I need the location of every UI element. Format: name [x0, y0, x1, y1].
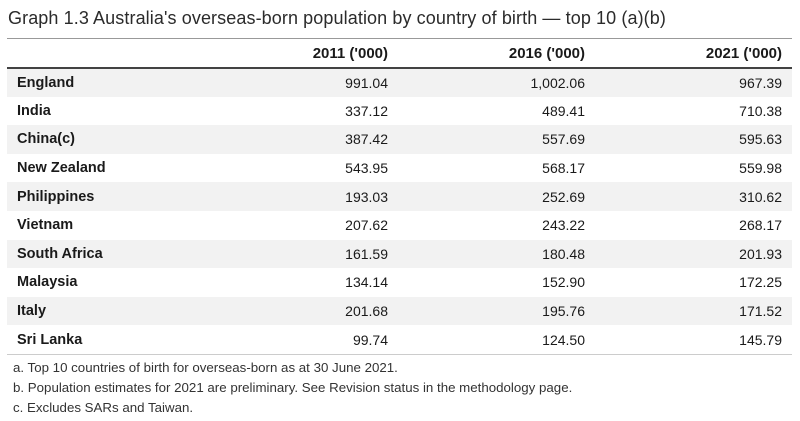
value-2021: 201.93 — [739, 245, 782, 262]
table-row: Philippines 193.03 252.69 310.62 — [7, 182, 792, 211]
value-2016: 1,002.06 — [530, 74, 586, 91]
country-cell: Philippines — [17, 188, 95, 205]
footnote-b: b. Population estimates for 2021 are pre… — [13, 379, 573, 395]
footnote-c: c. Excludes SARs and Taiwan. — [13, 399, 194, 415]
value-2011: 99.74 — [352, 331, 388, 348]
value-2021: 310.62 — [739, 188, 782, 205]
country-cell: Vietnam — [17, 217, 74, 234]
country-column-header — [7, 39, 201, 69]
header-row: 2011 ('000) 2016 ('000) 2021 ('000) — [7, 39, 792, 69]
value-2011: 201.68 — [345, 303, 388, 320]
value-2011: 337.12 — [345, 102, 388, 119]
country-cell: India — [17, 102, 51, 119]
column-header-2016: 2016 ('000) — [398, 39, 595, 69]
country-cell: Italy — [17, 303, 47, 320]
page-title: Graph 1.3 Australia's overseas-born popu… — [7, 0, 792, 39]
value-2011: 161.59 — [345, 245, 388, 262]
table-row: Vietnam 207.62 243.22 268.17 — [7, 211, 792, 240]
table-row: England 991.04 1,002.06 967.39 — [7, 68, 792, 97]
value-2016: 124.50 — [542, 331, 585, 348]
table-row: China(c) 387.42 557.69 595.63 — [7, 125, 792, 154]
value-2021: 172.25 — [739, 274, 782, 291]
value-2021: 145.79 — [739, 331, 782, 348]
value-2016: 180.48 — [542, 245, 585, 262]
table-row: New Zealand 543.95 568.17 559.98 — [7, 154, 792, 183]
column-header-2011: 2011 ('000) — [201, 39, 398, 69]
footnote-a: a. Top 10 countries of birth for oversea… — [13, 359, 398, 375]
value-2016: 557.69 — [542, 131, 585, 148]
value-2021: 967.39 — [739, 74, 782, 91]
population-table: 2011 ('000) 2016 ('000) 2021 ('000) Engl… — [7, 39, 792, 354]
table-row: South Africa 161.59 180.48 201.93 — [7, 239, 792, 269]
value-2011: 387.42 — [345, 131, 388, 148]
value-2011: 207.62 — [345, 217, 388, 234]
value-2016: 568.17 — [542, 160, 585, 177]
value-2021: 268.17 — [739, 217, 782, 234]
table-row: India 337.12 489.41 710.38 — [7, 97, 792, 126]
table-row: Italy 201.68 195.76 171.52 — [7, 296, 792, 326]
value-2016: 489.41 — [542, 102, 585, 119]
country-cell: New Zealand — [17, 160, 106, 177]
value-2016: 195.76 — [542, 303, 585, 320]
value-2016: 152.90 — [542, 274, 585, 291]
country-cell: Malaysia — [17, 274, 78, 291]
value-2016: 252.69 — [542, 188, 585, 205]
value-2011: 193.03 — [345, 188, 388, 205]
table-row: Malaysia 134.14 152.90 172.25 — [7, 268, 792, 297]
table-header: 2011 ('000) 2016 ('000) 2021 ('000) — [7, 39, 792, 69]
country-cell: Sri Lanka — [17, 331, 83, 348]
value-2011: 991.04 — [345, 74, 388, 91]
value-2011: 134.14 — [345, 274, 388, 291]
value-2021: 710.38 — [739, 102, 782, 119]
column-header-2021: 2021 ('000) — [595, 39, 792, 69]
country-cell: South Africa — [17, 245, 103, 262]
country-cell: China(c) — [17, 131, 75, 148]
value-2021: 559.98 — [739, 160, 782, 177]
country-cell: England — [17, 74, 75, 91]
footnotes: a. Top 10 countries of birth for oversea… — [7, 353, 792, 418]
value-2021: 171.52 — [739, 303, 782, 320]
value-2016: 243.22 — [542, 217, 585, 234]
table-body: England 991.04 1,002.06 967.39 India 337… — [7, 68, 792, 354]
table-row: Sri Lanka 99.74 124.50 145.79 — [7, 325, 792, 354]
value-2011: 543.95 — [345, 160, 388, 177]
value-2021: 595.63 — [739, 131, 782, 148]
